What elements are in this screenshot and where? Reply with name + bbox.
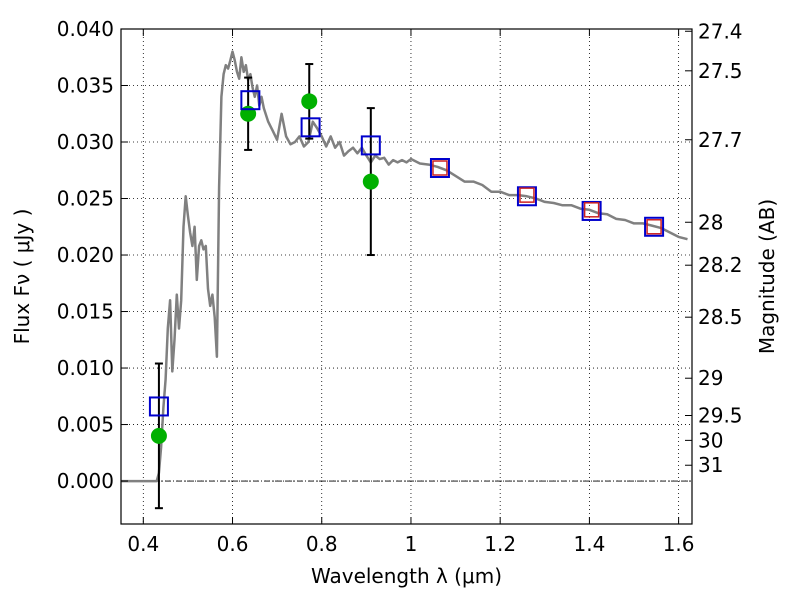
measured-point — [362, 173, 379, 190]
right-axis-title: Magnitude (AB) — [755, 199, 779, 354]
plot-frame — [120, 28, 693, 525]
model-red-marker — [646, 219, 662, 235]
model-red-marker — [519, 187, 535, 203]
y-tick-label: 0.035 — [57, 74, 114, 98]
y-tick-label: 0.015 — [57, 300, 114, 324]
spectrum-line — [121, 50, 688, 483]
right-tick-label: 27.7 — [698, 128, 743, 152]
y-tick-label: 0.025 — [57, 187, 114, 211]
y-tick-label: 0.010 — [57, 356, 114, 380]
right-tick-label: 27.4 — [698, 19, 743, 43]
model-blue-marker — [240, 90, 261, 111]
x-tick-label: 0.8 — [306, 532, 338, 556]
right-tick-label: 28 — [698, 210, 723, 234]
measured-point — [240, 105, 257, 122]
model-blue-marker — [581, 200, 602, 221]
y-tick-label: 0.020 — [57, 243, 114, 267]
x-tick-label: 1.2 — [484, 532, 516, 556]
grid — [121, 28, 692, 524]
right-tick-label: 28.2 — [698, 253, 743, 277]
right-tick-label: 27.5 — [698, 59, 743, 83]
x-tick-label: 1 — [405, 532, 418, 556]
x-tick-label: 0.4 — [127, 532, 159, 556]
y-tick-label: 0.040 — [57, 17, 114, 41]
y-tick-label: 0.000 — [57, 469, 114, 493]
model-red-marker — [432, 160, 448, 176]
measured-point — [301, 93, 318, 110]
x-tick-label: 1.6 — [663, 532, 695, 556]
model-blue-marker — [516, 186, 537, 207]
model-blue-marker — [148, 396, 169, 417]
y-tick-label: 0.005 — [57, 413, 114, 437]
x-axis-title: Wavelength λ (μm) — [311, 564, 502, 588]
model-red-marker — [583, 202, 600, 218]
right-tick-label: 29.5 — [698, 404, 743, 428]
measured-point — [150, 427, 167, 444]
axis-ticks: 0.4 0.6 0.8 1 1.2 1.4 1.6 0.000 0.005 0.010 0.015 0… — [57, 17, 743, 556]
x-tick-label: 1.4 — [573, 532, 605, 556]
right-tick-label: 28.5 — [698, 305, 743, 329]
right-tick-label: 30 — [698, 428, 723, 452]
x-tick-label: 0.6 — [217, 532, 249, 556]
right-tick-label: 31 — [698, 453, 723, 477]
model-blue-marker — [644, 216, 665, 237]
y-axis-title: Flux Fν ( μJy ) — [10, 209, 34, 345]
model-blue-marker — [360, 135, 381, 156]
model-blue-marker — [429, 158, 450, 179]
right-tick-label: 29 — [698, 366, 723, 390]
plot-area — [121, 50, 688, 510]
y-tick-label: 0.030 — [57, 130, 114, 154]
model-blue-marker — [300, 117, 321, 138]
